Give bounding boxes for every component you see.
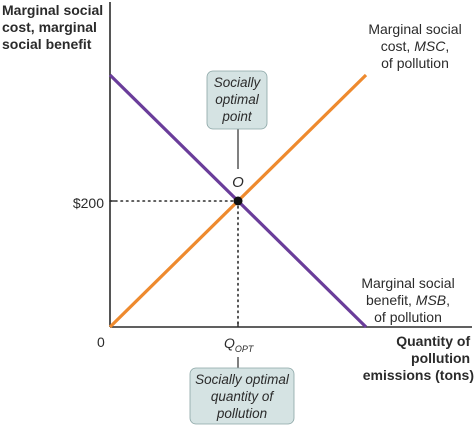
msb-label-seg-1-1: Marginal social bbox=[361, 275, 454, 291]
msb-label-seg-3-1: of pollution bbox=[374, 309, 442, 325]
optimum-group: O bbox=[232, 174, 244, 206]
msc-label-seg-2-2: MSC bbox=[414, 38, 446, 54]
y-axis-title: Marginal social cost, marginal social be… bbox=[2, 2, 107, 52]
point-callout-text: Socially optimal point bbox=[214, 75, 262, 124]
quantity-callout-line-1: Socially optimal bbox=[195, 372, 290, 387]
msb-label-seg-2-3: , bbox=[446, 292, 450, 308]
x-axis-title-line-1: Quantity of bbox=[396, 333, 470, 349]
msc-label-line-3: of pollution bbox=[381, 55, 449, 71]
guide-lines bbox=[109, 200, 239, 328]
optimum-label: O bbox=[232, 174, 244, 191]
msc-label-line-1: Marginal social bbox=[368, 21, 461, 37]
msc-label-seg-3-1: of pollution bbox=[381, 55, 449, 71]
msb-label-seg-2-2: MSB bbox=[416, 292, 446, 308]
x-axis-title: Quantity of pollution emissions (tons) bbox=[363, 333, 474, 383]
quantity-callout-line-2: quantity of bbox=[211, 389, 275, 404]
x-axis-title-line-3: emissions (tons) bbox=[363, 367, 474, 383]
y-axis-title-line-1: Marginal social bbox=[2, 2, 103, 18]
point-callout-box bbox=[206, 70, 268, 130]
msb-label-seg-2-1: benefit, bbox=[366, 292, 416, 308]
msb-label: Marginal social benefit, MSB, of pollution bbox=[361, 275, 454, 325]
series-labels: Marginal social cost, MSC, of pollutionMar… bbox=[361, 21, 461, 325]
origin-label: 0 bbox=[97, 334, 105, 350]
y-axis-title-line-3: social benefit bbox=[2, 36, 92, 52]
msc-label-line-2: cost, MSC, bbox=[381, 38, 449, 54]
x-tick-label: QOPT bbox=[224, 335, 255, 354]
callouts: Socially optimal point Socially optimal quan… bbox=[189, 70, 295, 425]
msc-label-seg-2-3: , bbox=[445, 38, 449, 54]
point-callout-line-3: point bbox=[221, 109, 253, 124]
point-callout-line-2: optimal bbox=[215, 92, 260, 107]
point-callout-line-1: Socially bbox=[214, 75, 262, 90]
quantity-callout-box bbox=[189, 367, 295, 425]
quantity-callout-text: Socially optimal quantity of pollution bbox=[195, 372, 290, 421]
msb-label-line-1: Marginal social bbox=[361, 275, 454, 291]
optimum-point bbox=[233, 196, 243, 206]
x-axis-title-line-2: pollution bbox=[411, 350, 470, 366]
quantity-callout-line-3: pollution bbox=[216, 406, 267, 421]
y-axis-title-line-2: cost, marginal bbox=[2, 19, 97, 35]
msc-label-seg-2-1: cost, bbox=[381, 38, 414, 54]
x-tick-label-main: Q bbox=[224, 335, 235, 351]
y-tick-label: $200 bbox=[73, 195, 104, 211]
msb-label-line-2: benefit, MSB, bbox=[366, 292, 450, 308]
msb-label-line-3: of pollution bbox=[374, 309, 442, 325]
msc-label-seg-1-1: Marginal social bbox=[368, 21, 461, 37]
x-tick-label-sub: OPT bbox=[235, 344, 255, 354]
msc-label: Marginal social cost, MSC, of pollution bbox=[368, 21, 461, 71]
